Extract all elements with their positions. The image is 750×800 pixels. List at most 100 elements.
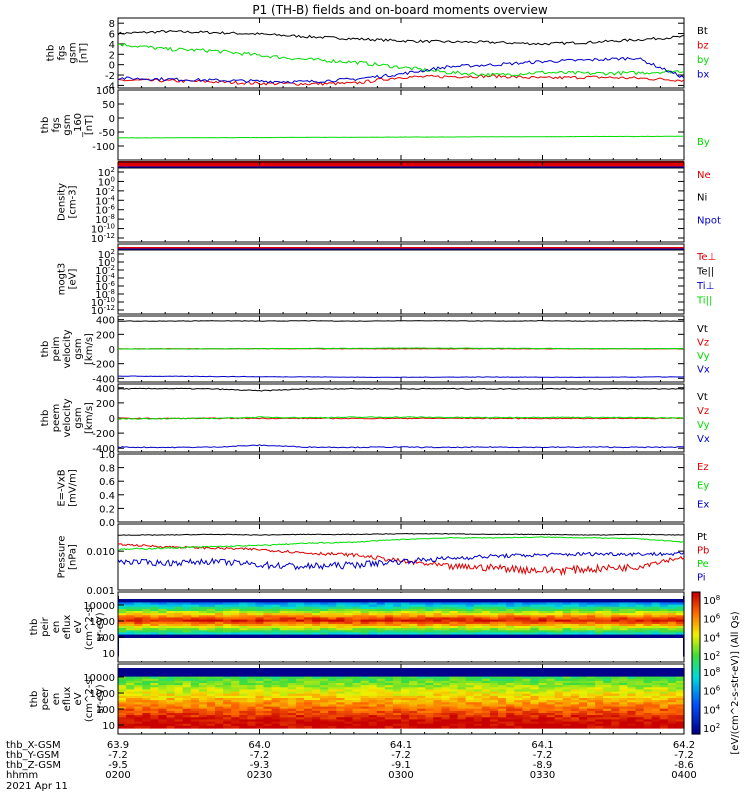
spectrogram-cell bbox=[295, 634, 305, 638]
spectrogram-cell bbox=[352, 689, 362, 693]
spectrogram-cell bbox=[554, 626, 564, 629]
spectrogram-cell bbox=[182, 600, 192, 603]
spectrogram-cell bbox=[126, 698, 135, 701]
spectrogram-cell bbox=[522, 600, 531, 603]
spectrogram-cell bbox=[376, 680, 386, 684]
spectrogram-cell bbox=[651, 719, 661, 723]
spectrogram-cell bbox=[587, 617, 596, 621]
spectrogram-cell bbox=[190, 713, 200, 716]
spectrogram-cell bbox=[182, 725, 192, 729]
spectrogram-cell bbox=[401, 693, 410, 697]
spectrogram-cell bbox=[449, 615, 459, 618]
spectrogram-cell bbox=[271, 687, 281, 690]
spectrogram-cell bbox=[554, 619, 564, 623]
spectrogram-cell bbox=[352, 721, 362, 725]
spectrogram-cell bbox=[247, 680, 257, 684]
spectrogram-cell bbox=[336, 713, 345, 716]
spectrogram-cell bbox=[344, 604, 354, 608]
spectrogram-cell bbox=[271, 676, 281, 680]
spectrogram-cell bbox=[449, 683, 459, 686]
spectrogram-cell bbox=[417, 693, 426, 697]
spectrogram-cell bbox=[562, 719, 572, 723]
spectrogram-cell bbox=[279, 683, 289, 686]
spectrogram-cell bbox=[595, 617, 604, 621]
spectrogram-cell bbox=[336, 672, 345, 675]
spectrogram-cell bbox=[328, 713, 337, 716]
spectrogram-cell bbox=[441, 687, 451, 690]
spectrogram-cell bbox=[473, 721, 483, 725]
spectrogram-cell bbox=[562, 604, 572, 608]
spectrogram-cell bbox=[304, 715, 313, 718]
spectrogram-cell bbox=[392, 621, 402, 625]
spectrogram-cell bbox=[320, 702, 329, 705]
spectrogram-cell bbox=[231, 672, 240, 675]
spectrogram-cell bbox=[295, 626, 305, 629]
spectrogram-cell bbox=[514, 715, 523, 718]
spectrogram-cell bbox=[223, 632, 232, 636]
y-axis-label-line: gsm bbox=[68, 42, 79, 63]
spectrogram-cell bbox=[457, 672, 467, 675]
spectrogram-cell bbox=[465, 617, 475, 621]
spectrogram-cell bbox=[659, 606, 669, 610]
spectrogram-cell bbox=[570, 708, 580, 712]
spectrogram-cell bbox=[360, 687, 370, 690]
spectrogram-cell bbox=[522, 621, 531, 625]
spectrogram-cell bbox=[206, 626, 216, 629]
spectrogram-cell bbox=[263, 613, 273, 616]
spectrogram-cell bbox=[239, 598, 248, 601]
spectrogram-cell bbox=[522, 674, 531, 678]
spectrogram-cell bbox=[514, 676, 523, 680]
spectrogram-cell bbox=[352, 702, 362, 705]
spectrogram-cell bbox=[392, 693, 402, 697]
spectrogram-cell bbox=[627, 719, 637, 723]
spectrogram-cell bbox=[118, 698, 127, 701]
spectrogram-cell bbox=[578, 723, 588, 727]
spectrogram-cell bbox=[271, 691, 281, 695]
legend-Ni: Ni bbox=[697, 193, 707, 204]
spectrogram-cell bbox=[627, 700, 637, 703]
spectrogram-cell bbox=[570, 691, 580, 695]
spectrogram-cell bbox=[206, 670, 216, 673]
spectrogram-cell bbox=[554, 600, 564, 603]
spectrogram-cell bbox=[223, 683, 232, 686]
spectrogram-cell bbox=[134, 713, 143, 716]
spectrogram-cell bbox=[546, 611, 556, 614]
spectrogram-cell bbox=[651, 706, 661, 710]
spectrogram-cell bbox=[360, 598, 370, 601]
spectrogram-cell bbox=[182, 693, 192, 697]
spectrogram-cell bbox=[441, 676, 451, 680]
spectrogram-cell bbox=[417, 613, 426, 616]
spectrogram-cell bbox=[667, 632, 677, 636]
spectrogram-cell bbox=[473, 611, 483, 614]
spectrogram-cell bbox=[417, 689, 426, 693]
spectrogram-cell bbox=[190, 710, 200, 714]
spectrogram-cell bbox=[134, 717, 143, 720]
spectrogram-cell bbox=[651, 710, 661, 714]
spectrogram-cell bbox=[392, 725, 402, 729]
spectrogram-cell bbox=[166, 611, 176, 614]
spectrogram-cell bbox=[643, 626, 653, 629]
spectrogram-cell bbox=[538, 700, 548, 703]
spectrogram-cell bbox=[206, 678, 216, 682]
spectrogram-cell bbox=[190, 685, 200, 688]
spectrogram-cell bbox=[247, 674, 257, 678]
spectrogram-cell bbox=[142, 623, 151, 627]
spectrogram-cell bbox=[651, 608, 661, 612]
spectrogram-cell bbox=[554, 725, 564, 729]
spectrogram-cell bbox=[231, 611, 240, 614]
spectrogram-cell bbox=[231, 604, 240, 608]
spectrogram-cell bbox=[384, 670, 394, 673]
spectrogram-cell bbox=[344, 626, 354, 629]
spectrogram-cell bbox=[384, 623, 394, 627]
spectrogram-cell bbox=[489, 683, 499, 686]
spectrogram-cell bbox=[158, 723, 168, 727]
spectrogram-cell bbox=[489, 615, 499, 618]
spectrogram-cell bbox=[514, 700, 523, 703]
spectrogram-cell bbox=[376, 623, 386, 627]
spectrogram-cell bbox=[271, 615, 281, 618]
spectrogram-cell bbox=[635, 680, 645, 684]
spectrogram-cell bbox=[506, 723, 515, 727]
spectrogram-cell bbox=[287, 676, 297, 680]
spectrogram-cell bbox=[514, 717, 523, 720]
spectrogram-cell bbox=[481, 680, 491, 684]
